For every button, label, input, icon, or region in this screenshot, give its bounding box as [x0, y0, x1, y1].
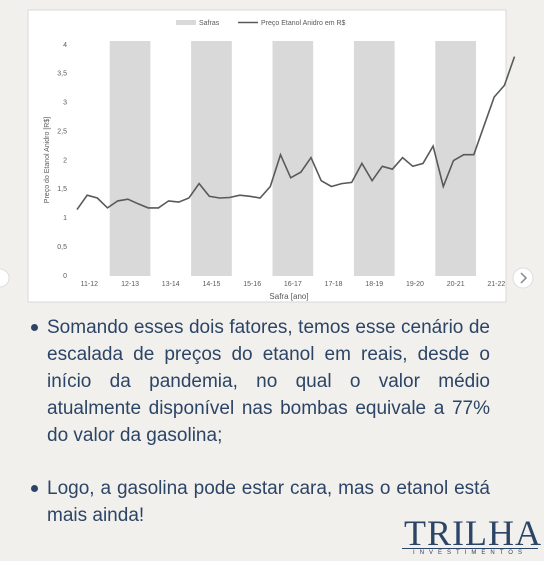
y-tick-label: 2,5 [57, 128, 67, 135]
x-tick-label: 15-16 [243, 281, 261, 288]
bullet-text: Logo, a gasolina pode estar cara, mas o … [31, 475, 490, 529]
x-tick-label: 11-12 [81, 281, 98, 288]
x-tick-label: 14-15 [202, 281, 220, 288]
x-tick-label: 21-22 [487, 281, 505, 288]
logo: TRILHA [404, 513, 542, 553]
y-tick-label: 2 [63, 157, 67, 164]
legend-label: Safras [199, 20, 220, 27]
bullet-text: Somando esses dois fatores, temos esse c… [31, 314, 490, 449]
chart: Preço do Etanol Anidro [R$] Safra [ano] … [0, 9, 534, 303]
x-tick-label: 13-14 [162, 281, 180, 288]
x-tick-label: 17-18 [325, 281, 343, 288]
y-tick-label: 0,5 [57, 244, 67, 251]
x-tick-label: 20-21 [447, 281, 465, 288]
x-axis-label: Safra [ano] [269, 292, 308, 301]
y-tick-label: 4 [63, 42, 67, 49]
next-button[interactable] [512, 267, 534, 289]
x-tick-label: 18-19 [365, 281, 383, 288]
x-tick-label: 12-13 [121, 281, 139, 288]
x-tick-label: 19-20 [406, 281, 424, 288]
season-band [353, 41, 395, 276]
price-line [76, 56, 516, 211]
legend-label: Preço Etanol Anidro em R$ [261, 20, 346, 27]
x-tick-label: 16-17 [284, 281, 302, 288]
y-axis-label: Preço do Etanol Anidro [R$] [44, 117, 51, 203]
season-band [191, 41, 232, 276]
chart-area [27, 9, 507, 303]
y-tick-label: 1,5 [57, 186, 67, 193]
y-tick-label: 3,5 [57, 71, 67, 78]
prev-button[interactable] [0, 268, 10, 288]
season-band [109, 41, 151, 276]
legend-swatch [176, 20, 196, 25]
y-tick-label: 1 [63, 215, 67, 222]
y-tick-label: 0 [63, 273, 67, 280]
logo-tagline: INVESTIMENTOS [402, 548, 538, 556]
next-arrow [520, 272, 528, 284]
y-tick-label: 3 [63, 100, 67, 107]
